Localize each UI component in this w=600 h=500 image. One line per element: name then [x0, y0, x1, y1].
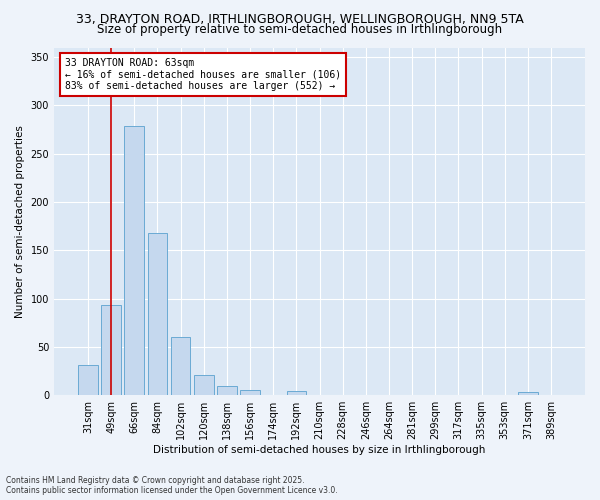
- Bar: [78, 366, 98, 395]
- Text: 33, DRAYTON ROAD, IRTHLINGBOROUGH, WELLINGBOROUGH, NN9 5TA: 33, DRAYTON ROAD, IRTHLINGBOROUGH, WELLI…: [76, 12, 524, 26]
- Bar: [518, 392, 538, 395]
- Bar: [287, 392, 306, 395]
- Text: Size of property relative to semi-detached houses in Irthlingborough: Size of property relative to semi-detach…: [97, 22, 503, 36]
- Bar: [148, 233, 167, 395]
- Y-axis label: Number of semi-detached properties: Number of semi-detached properties: [15, 125, 25, 318]
- X-axis label: Distribution of semi-detached houses by size in Irthlingborough: Distribution of semi-detached houses by …: [154, 445, 486, 455]
- Bar: [171, 338, 190, 395]
- Bar: [101, 306, 121, 395]
- Text: Contains HM Land Registry data © Crown copyright and database right 2025.
Contai: Contains HM Land Registry data © Crown c…: [6, 476, 338, 495]
- Text: 33 DRAYTON ROAD: 63sqm
← 16% of semi-detached houses are smaller (106)
83% of se: 33 DRAYTON ROAD: 63sqm ← 16% of semi-det…: [65, 58, 341, 91]
- Bar: [124, 126, 144, 395]
- Bar: [194, 375, 214, 395]
- Bar: [217, 386, 237, 395]
- Bar: [240, 390, 260, 395]
